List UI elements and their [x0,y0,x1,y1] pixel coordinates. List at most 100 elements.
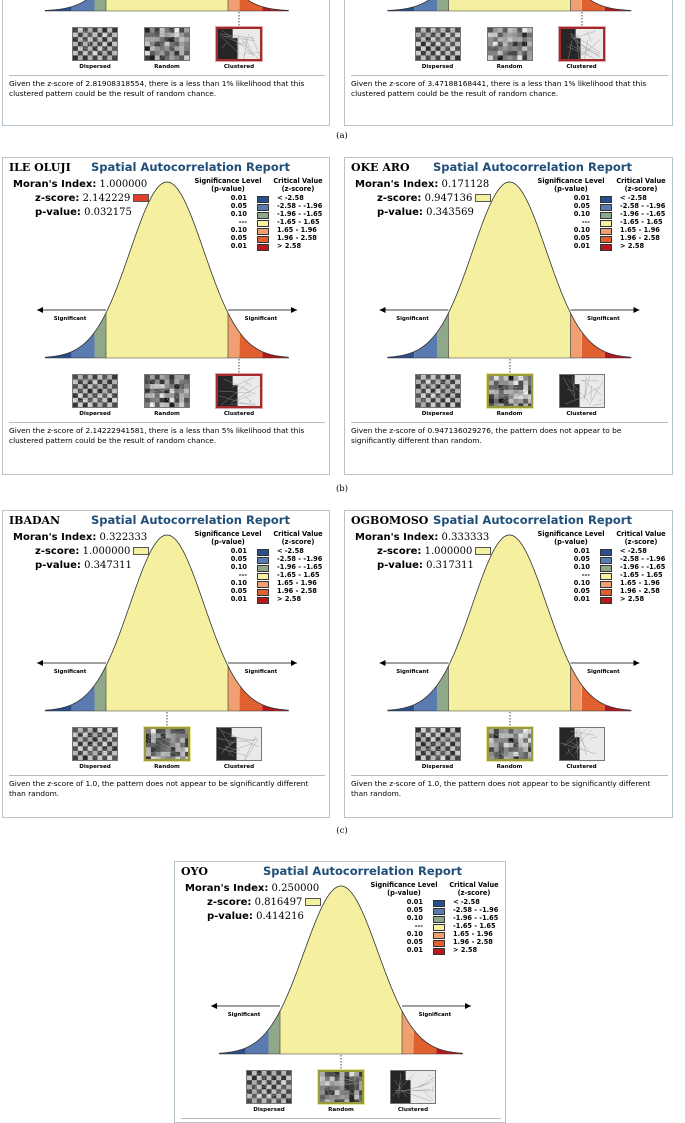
pattern-thumbnail-dispersed [415,374,461,408]
normal-distribution-curve [175,862,506,1058]
arrow-head [291,660,297,666]
pattern-thumbnail-random [318,1070,364,1104]
curve-region [571,313,582,358]
pattern-thumbnail-random [487,27,533,61]
pattern-thumbnail-clustered [390,1070,436,1104]
caption-separator [181,1118,501,1119]
curve-region [571,0,582,11]
normal-distribution-curve [345,511,673,715]
pattern-label-random: Random [318,1107,364,1113]
pattern-thumbnail-clustered [216,374,262,408]
arrow-head [634,307,640,313]
arrow-head [291,307,297,313]
pattern-thumbnail-clustered [216,727,262,761]
pattern-thumbnail-dispersed [72,727,118,761]
pattern-label-dispersed: Dispersed [415,64,461,70]
pattern-thumbnail-dispersed [415,27,461,61]
pattern-thumbnail-random [487,727,533,761]
normal-distribution-curve [3,0,330,15]
pointer-dotted-line [165,712,169,726]
pattern-label-clustered: Clustered [559,764,605,770]
curve-region [437,0,448,11]
pattern-thumbnail-dispersed [72,374,118,408]
pointer-dotted-line [508,712,512,726]
arrow-head [465,1003,471,1009]
caption-separator [9,75,325,76]
pattern-label-clustered: Clustered [559,64,605,70]
pattern-thumbnail-dispersed [246,1070,292,1104]
pointer-dotted-line [339,1055,343,1069]
pointer-dotted-line [237,359,241,373]
report-panel-top-left: Dispersed Random Clustered Given the z-scor… [2,0,330,126]
pattern-label-clustered: Clustered [216,411,262,417]
pattern-label-clustered: Clustered [559,411,605,417]
pattern-thumbnail-clustered [559,27,605,61]
curve-region [228,666,239,711]
pointer-dotted-line [237,12,241,26]
interpretation-caption: Given the z-score of 0.947136029276, the… [351,426,668,446]
normal-distribution-curve [3,511,330,715]
arrow-head [211,1003,217,1009]
interpretation-caption: Given the z-score of 1.0, the pattern do… [351,779,668,799]
arrow-head [380,660,386,666]
pattern-label-dispersed: Dispersed [72,411,118,417]
pattern-thumbnail-random [144,27,190,61]
arrow-head [380,307,386,313]
curve-region [449,182,571,358]
curve-region [95,0,106,11]
pattern-thumbnail-random [487,374,533,408]
pattern-thumbnail-dispersed [72,27,118,61]
arrow-head [37,307,43,313]
pattern-label-random: Random [144,64,190,70]
curve-region [95,314,106,358]
figure-label-1: (b) [322,484,362,494]
pattern-label-dispersed: Dispersed [415,764,461,770]
caption-separator [9,422,325,423]
pattern-label-random: Random [487,411,533,417]
pattern-thumbnail-clustered [216,27,262,61]
curve-region [280,886,402,1054]
figure-label-2: (c) [322,826,362,836]
curve-region [106,0,228,11]
pattern-label-clustered: Clustered [216,64,262,70]
curve-region [571,666,582,711]
normal-distribution-curve [3,158,330,362]
pattern-thumbnail-clustered [559,374,605,408]
curve-region [95,667,106,711]
curve-region [106,182,228,358]
caption-separator [351,75,668,76]
interpretation-caption: Given the z-score of 2.14222941581, ther… [9,426,325,446]
caption-separator [351,422,668,423]
pattern-label-random: Random [487,64,533,70]
curve-region [437,667,448,711]
pointer-dotted-line [508,359,512,373]
pattern-label-dispersed: Dispersed [72,64,118,70]
pattern-label-random: Random [144,764,190,770]
curve-region [269,1012,280,1054]
pattern-label-clustered: Clustered [390,1107,436,1113]
arrow-head [37,660,43,666]
pattern-label-clustered: Clustered [216,764,262,770]
normal-distribution-curve [345,0,673,15]
curve-region [437,314,448,358]
pattern-label-dispersed: Dispersed [415,411,461,417]
pattern-thumbnail-random [144,727,190,761]
caption-separator [351,775,668,776]
pattern-label-random: Random [144,411,190,417]
arrow-head [634,660,640,666]
pattern-thumbnail-random [144,374,190,408]
caption-separator [9,775,325,776]
figure-label-0: (a) [322,131,362,141]
interpretation-caption: Given the z-score of 2.81908318554, ther… [9,79,325,99]
curve-region [402,1011,413,1054]
curve-region [449,0,571,11]
pattern-label-random: Random [487,764,533,770]
interpretation-caption: Given the z-score of 1.0, the pattern do… [9,779,325,799]
curve-region [228,0,239,11]
